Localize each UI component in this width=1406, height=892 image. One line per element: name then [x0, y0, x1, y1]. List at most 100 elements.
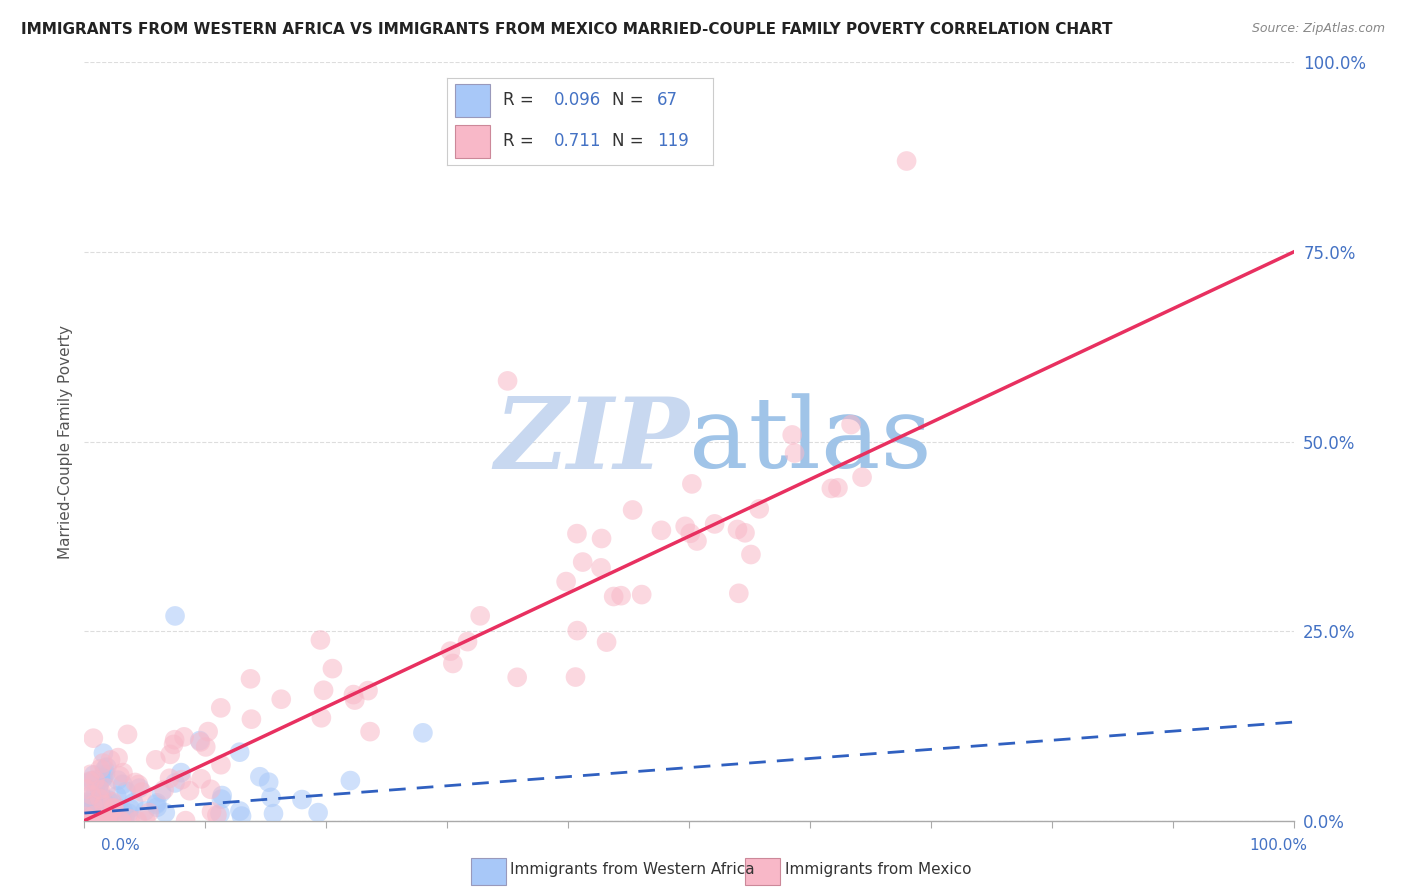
Point [591, 532, 613, 546]
Point [209, 806, 232, 821]
Point [87, 802, 110, 816]
Point [107, 773, 129, 788]
Point [134, 804, 156, 818]
Point [159, 747, 181, 762]
Point [117, 806, 139, 821]
Point [94, 806, 117, 821]
Point [73, 814, 96, 828]
Point [257, 775, 280, 789]
Point [131, 785, 153, 799]
Point [190, 772, 212, 786]
Point [727, 523, 749, 537]
Point [112, 804, 135, 818]
Point [75, 814, 97, 828]
Point [159, 772, 181, 786]
Text: 100.0%: 100.0% [1250, 838, 1308, 853]
Point [76, 814, 98, 828]
Point [93, 746, 115, 760]
Text: Immigrants from Mexico: Immigrants from Mexico [785, 863, 972, 877]
Point [555, 574, 578, 589]
Point [748, 501, 770, 516]
Point [470, 608, 492, 623]
Point [87, 814, 110, 828]
Point [783, 446, 806, 460]
Point [83, 808, 105, 822]
Point [457, 634, 479, 648]
Point [89, 762, 111, 776]
Point [703, 516, 725, 531]
Point [80, 788, 103, 802]
Point [145, 753, 167, 767]
Point [567, 624, 589, 638]
Point [87, 773, 110, 788]
Point [200, 782, 222, 797]
Point [188, 733, 211, 747]
Point [110, 814, 132, 828]
Point [311, 711, 333, 725]
Point [194, 739, 217, 754]
Point [86, 814, 108, 828]
Point [122, 796, 145, 810]
Point [84, 772, 107, 787]
Point [100, 808, 122, 822]
Point [77, 814, 100, 828]
Point [82, 798, 104, 813]
Point [150, 785, 173, 799]
Point [205, 808, 228, 822]
Point [77, 775, 100, 789]
Point [565, 526, 588, 541]
Point [260, 790, 283, 805]
Point [103, 801, 125, 815]
Point [73, 813, 96, 827]
Point [75, 814, 97, 828]
Point [209, 757, 232, 772]
Point [197, 724, 219, 739]
Point [170, 765, 193, 780]
Point [439, 644, 461, 658]
Point [309, 632, 332, 647]
Point [124, 775, 146, 789]
Point [117, 727, 139, 741]
Point [321, 662, 343, 676]
Point [135, 814, 157, 828]
Point [75, 797, 97, 812]
Point [138, 805, 160, 820]
Point [564, 670, 586, 684]
Point [86, 797, 108, 812]
Point [87, 780, 110, 795]
Text: atlas: atlas [689, 393, 932, 490]
Point [209, 701, 232, 715]
Point [179, 783, 201, 797]
Point [153, 782, 176, 797]
Point [170, 772, 193, 787]
Point [79, 774, 101, 789]
Point [82, 814, 104, 828]
Point [740, 548, 762, 562]
Point [602, 590, 624, 604]
Point [83, 799, 105, 814]
Point [839, 417, 862, 432]
Point [97, 814, 120, 828]
Point [650, 524, 672, 538]
Point [87, 779, 110, 793]
Point [291, 792, 314, 806]
Point [339, 773, 361, 788]
Point [79, 796, 101, 810]
Point [145, 797, 167, 812]
Point [162, 738, 184, 752]
Point [228, 745, 250, 759]
Point [686, 533, 709, 548]
Point [108, 769, 131, 783]
Point [101, 797, 124, 811]
Point [96, 814, 118, 828]
Point [107, 750, 129, 764]
Point [851, 470, 873, 484]
Point [127, 814, 149, 828]
Point [231, 809, 253, 823]
Point [103, 801, 125, 815]
Point [173, 730, 195, 744]
Point [896, 153, 918, 168]
Point [76, 814, 98, 828]
Point [263, 806, 285, 821]
Point [105, 789, 128, 803]
